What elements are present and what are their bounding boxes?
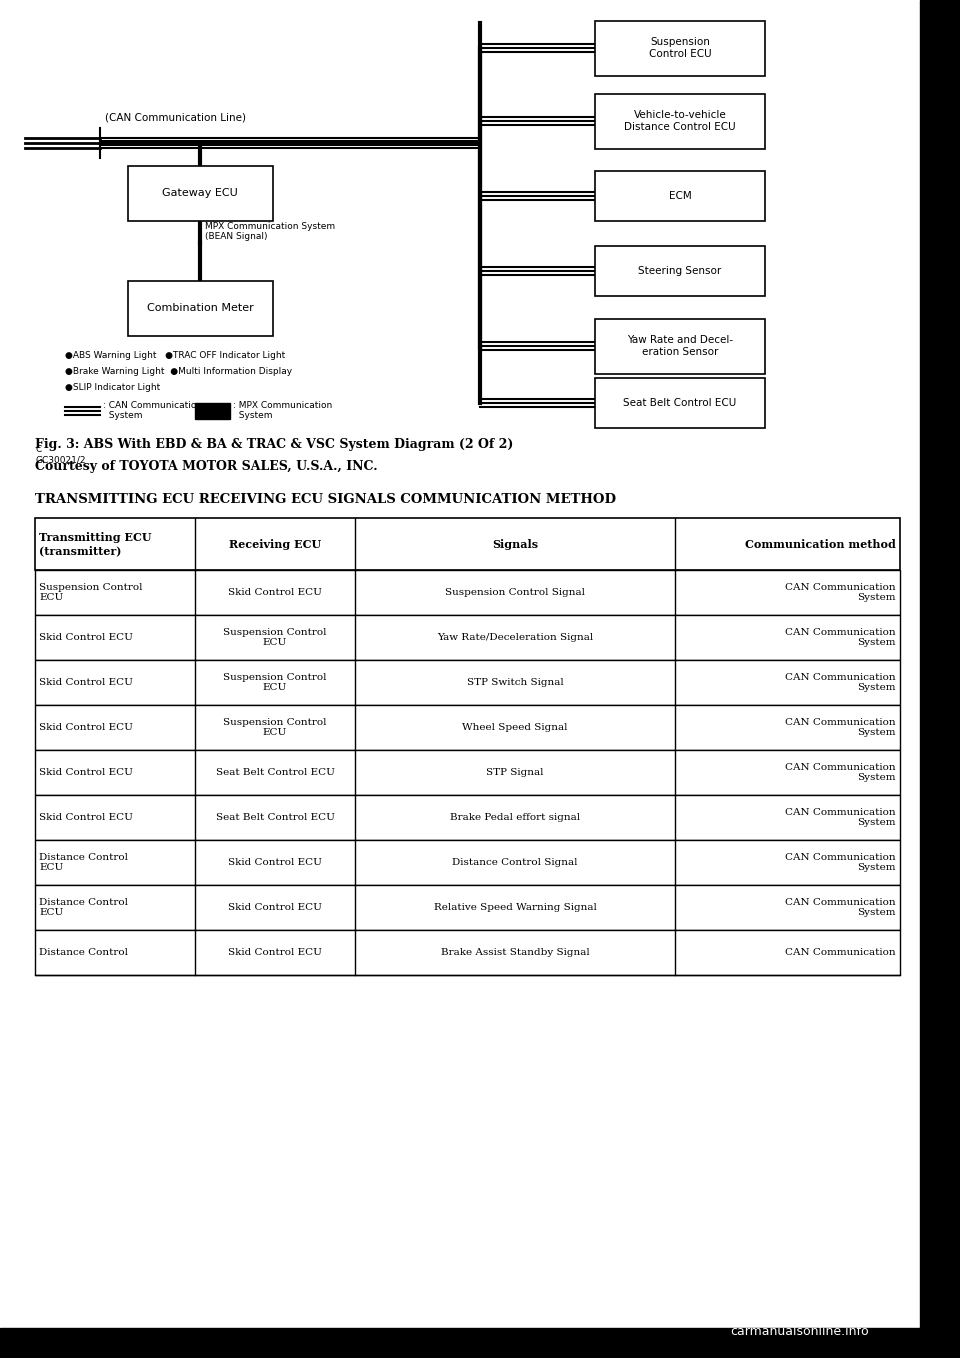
Text: Suspension Control Signal: Suspension Control Signal bbox=[445, 588, 585, 598]
Bar bbox=[595, 319, 765, 373]
Bar bbox=[595, 94, 765, 148]
Text: CAN Communication
System: CAN Communication System bbox=[785, 718, 896, 737]
Text: Skid Control ECU: Skid Control ECU bbox=[228, 948, 322, 957]
Text: C
GC30021/2: C GC30021/2 bbox=[35, 445, 85, 464]
Bar bbox=[35, 705, 900, 750]
Text: Distance Control
ECU: Distance Control ECU bbox=[39, 853, 128, 872]
Text: Seat Belt Control ECU: Seat Belt Control ECU bbox=[623, 398, 736, 407]
Text: Steering Sensor: Steering Sensor bbox=[638, 266, 722, 276]
Bar bbox=[35, 615, 900, 660]
Text: Skid Control ECU: Skid Control ECU bbox=[39, 678, 132, 687]
Text: CAN Communication
System: CAN Communication System bbox=[785, 853, 896, 872]
Text: Suspension Control
ECU: Suspension Control ECU bbox=[224, 627, 326, 648]
Text: CAN Communication
System: CAN Communication System bbox=[785, 583, 896, 602]
Text: Skid Control ECU: Skid Control ECU bbox=[39, 722, 132, 732]
Text: Skid Control ECU: Skid Control ECU bbox=[228, 588, 322, 598]
Text: Courtesy of TOYOTA MOTOR SALES, U.S.A., INC.: Courtesy of TOYOTA MOTOR SALES, U.S.A., … bbox=[35, 460, 377, 473]
Text: Transmitting ECU
(transmitter): Transmitting ECU (transmitter) bbox=[39, 532, 152, 555]
Text: Fig. 3: ABS With EBD & BA & TRAC & VSC System Diagram (2 Of 2): Fig. 3: ABS With EBD & BA & TRAC & VSC S… bbox=[35, 439, 514, 451]
Text: : MPX Communication
  System: : MPX Communication System bbox=[233, 401, 332, 420]
Text: Skid Control ECU: Skid Control ECU bbox=[228, 903, 322, 913]
Bar bbox=[195, 402, 230, 418]
Text: Skid Control ECU: Skid Control ECU bbox=[39, 769, 132, 777]
Text: CAN Communication
System: CAN Communication System bbox=[785, 808, 896, 827]
Text: Communication method: Communication method bbox=[745, 539, 896, 550]
Text: CAN Communication
System: CAN Communication System bbox=[785, 672, 896, 693]
Text: Suspension Control
ECU: Suspension Control ECU bbox=[224, 672, 326, 693]
Text: Combination Meter: Combination Meter bbox=[147, 303, 253, 312]
Text: Yaw Rate and Decel-
eration Sensor: Yaw Rate and Decel- eration Sensor bbox=[627, 335, 733, 357]
Text: : CAN Communication
  System: : CAN Communication System bbox=[103, 401, 203, 420]
Text: Vehicle-to-vehicle
Distance Control ECU: Vehicle-to-vehicle Distance Control ECU bbox=[624, 110, 735, 132]
Text: MPX Communication System
(BEAN Signal): MPX Communication System (BEAN Signal) bbox=[205, 223, 335, 242]
Text: carmanualsonline.info: carmanualsonline.info bbox=[730, 1325, 869, 1338]
Bar bbox=[35, 885, 900, 930]
Text: Brake Pedal effort signal: Brake Pedal effort signal bbox=[450, 813, 580, 822]
Text: Distance Control
ECU: Distance Control ECU bbox=[39, 898, 128, 917]
Text: Skid Control ECU: Skid Control ECU bbox=[39, 813, 132, 822]
Text: Signals: Signals bbox=[492, 539, 539, 550]
Text: ●SLIP Indicator Light: ●SLIP Indicator Light bbox=[65, 383, 160, 391]
Bar bbox=[35, 750, 900, 794]
Text: CAN Communication
System: CAN Communication System bbox=[785, 627, 896, 648]
Bar bbox=[595, 171, 765, 221]
Text: Wheel Speed Signal: Wheel Speed Signal bbox=[463, 722, 567, 732]
Bar bbox=[35, 570, 900, 615]
Text: Distance Control: Distance Control bbox=[39, 948, 128, 957]
Text: CAN Communication: CAN Communication bbox=[785, 948, 896, 957]
Text: Seat Belt Control ECU: Seat Belt Control ECU bbox=[216, 813, 334, 822]
Text: Skid Control ECU: Skid Control ECU bbox=[39, 633, 132, 642]
Text: STP Signal: STP Signal bbox=[487, 769, 543, 777]
Text: Brake Assist Standby Signal: Brake Assist Standby Signal bbox=[441, 948, 589, 957]
Bar bbox=[595, 246, 765, 296]
Bar bbox=[35, 660, 900, 705]
Text: TRANSMITTING ECU RECEIVING ECU SIGNALS COMMUNICATION METHOD: TRANSMITTING ECU RECEIVING ECU SIGNALS C… bbox=[35, 493, 616, 507]
Bar bbox=[128, 166, 273, 220]
Bar bbox=[35, 930, 900, 975]
Bar bbox=[35, 794, 900, 841]
Text: Suspension Control
ECU: Suspension Control ECU bbox=[224, 718, 326, 737]
Bar bbox=[35, 517, 900, 570]
Text: Receiving ECU: Receiving ECU bbox=[229, 539, 321, 550]
Text: Gateway ECU: Gateway ECU bbox=[162, 187, 238, 198]
Text: STP Switch Signal: STP Switch Signal bbox=[467, 678, 564, 687]
Text: (CAN Communication Line): (CAN Communication Line) bbox=[105, 113, 246, 124]
Text: Yaw Rate/Deceleration Signal: Yaw Rate/Deceleration Signal bbox=[437, 633, 593, 642]
Text: Skid Control ECU: Skid Control ECU bbox=[228, 858, 322, 866]
Bar bbox=[595, 378, 765, 428]
Text: CAN Communication
System: CAN Communication System bbox=[785, 763, 896, 782]
Bar bbox=[595, 20, 765, 76]
Bar bbox=[0, 1328, 960, 1358]
Text: ●ABS Warning Light   ●TRAC OFF Indicator Light: ●ABS Warning Light ●TRAC OFF Indicator L… bbox=[65, 350, 285, 360]
Bar bbox=[35, 841, 900, 885]
Text: ECM: ECM bbox=[668, 191, 691, 201]
Text: Relative Speed Warning Signal: Relative Speed Warning Signal bbox=[434, 903, 596, 913]
Bar bbox=[128, 281, 273, 335]
Text: Distance Control Signal: Distance Control Signal bbox=[452, 858, 578, 866]
Text: Suspension
Control ECU: Suspension Control ECU bbox=[649, 37, 711, 58]
Text: ●Brake Warning Light  ●Multi Information Display: ●Brake Warning Light ●Multi Information … bbox=[65, 367, 292, 376]
Text: CAN Communication
System: CAN Communication System bbox=[785, 898, 896, 917]
Text: Suspension Control
ECU: Suspension Control ECU bbox=[39, 583, 142, 602]
Bar bbox=[920, 0, 960, 1358]
Text: Seat Belt Control ECU: Seat Belt Control ECU bbox=[216, 769, 334, 777]
